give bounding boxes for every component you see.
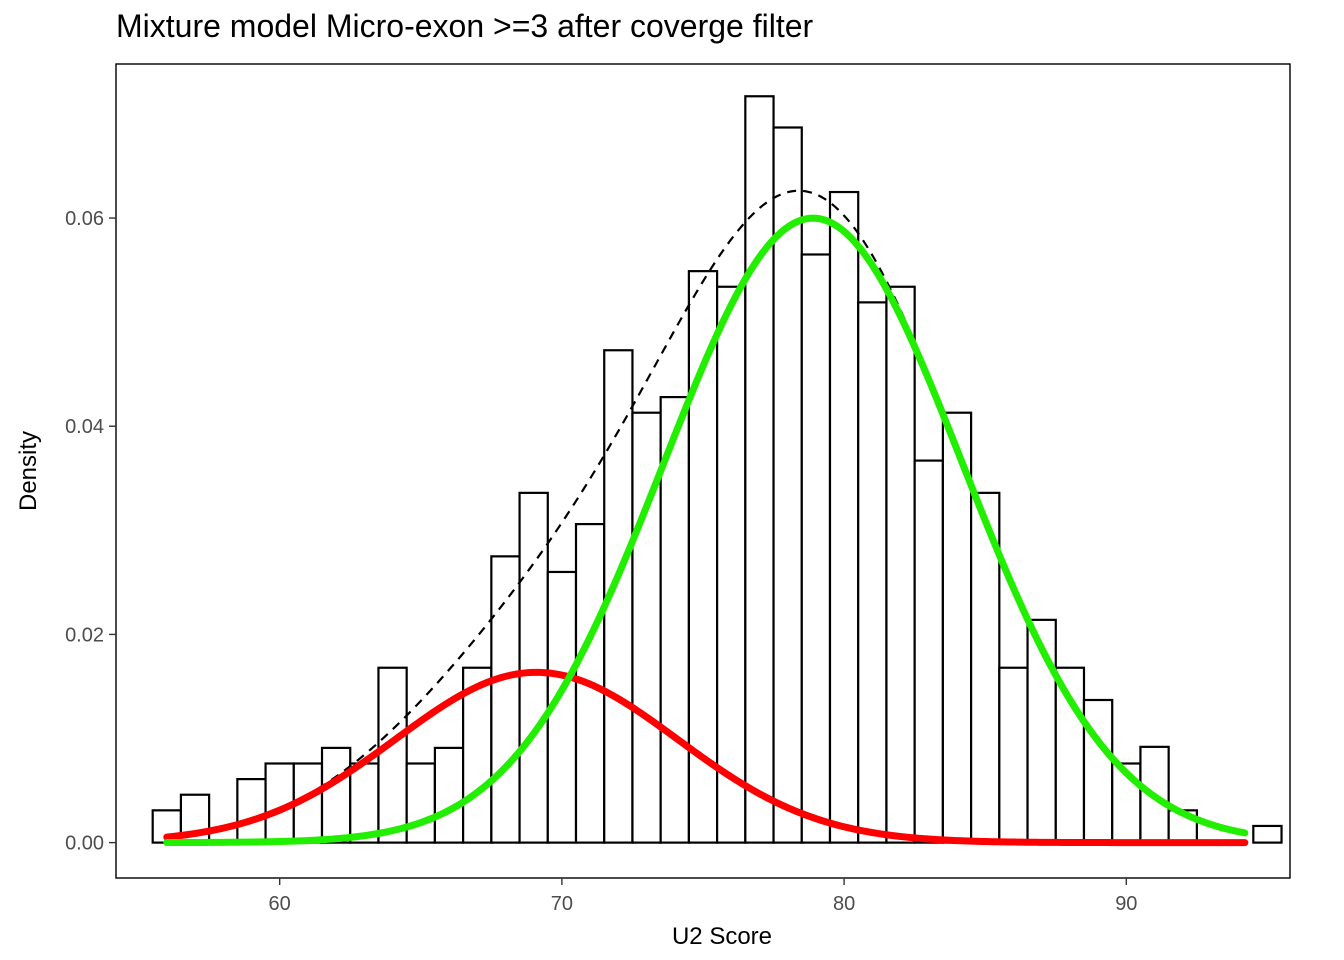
histogram-bar [716, 285, 747, 844]
y-axis: 0.00 0.02 0.04 0.06 [65, 208, 116, 855]
x-axis: 60 70 80 90 [269, 878, 1137, 915]
density-curve-high [163, 214, 1249, 847]
density-curves [163, 189, 1249, 847]
histogram-bar [462, 666, 493, 844]
histogram-bar [518, 491, 549, 844]
x-axis-title: U2 Score [672, 923, 772, 950]
x-tick-label: 70 [551, 893, 573, 915]
histogram-bar [433, 746, 465, 844]
histogram-bar [998, 666, 1029, 844]
histogram-bar [1082, 698, 1114, 844]
histogram-bar [772, 126, 803, 844]
histogram-bar [490, 555, 521, 844]
histogram-bar [800, 253, 832, 844]
histogram-bar [405, 762, 436, 844]
histogram-bar [236, 778, 267, 844]
histogram-bar [377, 666, 408, 844]
x-tick-label: 90 [1115, 893, 1137, 915]
histogram-bar [659, 395, 690, 844]
histogram-bar [913, 459, 944, 844]
histogram-bar [320, 746, 352, 844]
density-curve-mixture [166, 189, 1246, 839]
histogram-bar [1252, 824, 1283, 844]
histogram-bar [828, 190, 860, 844]
x-tick-label: 80 [833, 893, 855, 915]
y-tick-label: 0.00 [65, 833, 104, 855]
y-tick-label: 0.04 [65, 416, 104, 438]
y-tick-label: 0.06 [65, 208, 104, 230]
histogram-bar [744, 95, 775, 844]
y-tick-label: 0.02 [65, 624, 104, 646]
histogram-bar [885, 285, 916, 844]
x-tick-label: 60 [269, 893, 291, 915]
histogram-bar [857, 301, 888, 844]
y-axis-title: Density [15, 431, 42, 511]
density-curve-low [163, 668, 1249, 847]
chart-title: Mixture model Micro-exon >=3 after cover… [116, 8, 814, 44]
